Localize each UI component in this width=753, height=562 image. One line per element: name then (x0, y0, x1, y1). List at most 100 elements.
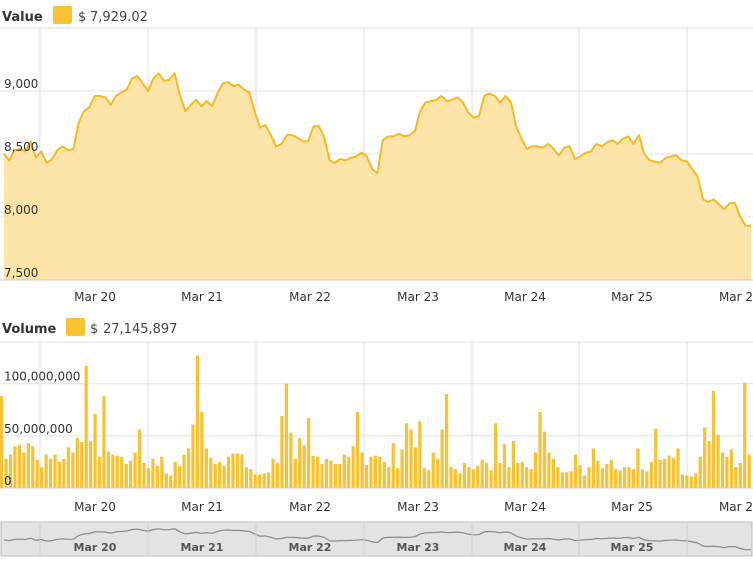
volume-bar (743, 382, 747, 488)
volume-legend[interactable]: Volume $ 27,145,897 (2, 318, 177, 337)
volume-bar (4, 458, 8, 488)
volume-bar (671, 457, 676, 488)
volume-bar (124, 464, 128, 488)
volume-bar (511, 441, 515, 488)
navigator[interactable]: Mar 20 Mar 21 Mar 22 Mar 23 Mar 24 Mar 25 (0, 521, 753, 557)
volume-bar (284, 383, 289, 488)
volume-y-tick-label: 50,000,000 (4, 422, 73, 436)
volume-bar (667, 455, 671, 488)
volume-bar (547, 452, 551, 488)
volume-bar (569, 471, 573, 488)
volume-bar (413, 447, 418, 488)
volume-bar (711, 391, 716, 488)
volume-bar (360, 452, 364, 488)
volume-bar (404, 423, 409, 488)
volume-legend-value: 27,145,897 (103, 322, 177, 337)
volume-bar (173, 461, 177, 488)
value-area (4, 73, 751, 281)
volume-bar (694, 473, 698, 488)
volume-bar (734, 467, 738, 488)
volume-bar (218, 461, 222, 488)
volume-bar (302, 445, 306, 488)
volume-bar (436, 458, 440, 488)
volume-bar (685, 475, 689, 488)
volume-bar (658, 459, 662, 488)
volume-bar (191, 424, 195, 488)
volume-bar (431, 452, 435, 488)
volume-bar (453, 469, 458, 488)
volume-bar (520, 461, 524, 488)
volume-bar (62, 458, 66, 488)
volume-bar (720, 452, 725, 488)
volume-bar (582, 475, 587, 488)
volume-bar (716, 434, 720, 488)
volume-bar (689, 476, 693, 488)
volume-bar (663, 458, 667, 488)
volume-bar (440, 429, 444, 488)
volume-bar (516, 463, 520, 488)
volume-bar (57, 461, 62, 488)
volume-bar (707, 441, 711, 488)
value-legend-value: 7,929.02 (90, 10, 148, 25)
volume-plot-area[interactable] (0, 341, 753, 489)
volume-bar (8, 454, 13, 488)
volume-legend-swatch (66, 318, 85, 336)
volume-bar (231, 453, 235, 488)
volume-bar (485, 463, 489, 488)
volume-bar (351, 446, 355, 488)
volume-bar (48, 458, 53, 488)
value-y-tick-label: 7,500 (4, 266, 38, 280)
volume-bar (22, 452, 26, 488)
volume-bar (347, 456, 351, 488)
volume-bar (75, 437, 79, 488)
navigator-track[interactable] (0, 521, 753, 557)
volume-bar (222, 466, 226, 488)
volume-bar (164, 473, 168, 488)
volume-bar (418, 421, 422, 488)
volume-bar (551, 458, 556, 488)
volume-x-tick-label: Mar 2 (719, 500, 753, 514)
volume-bar (578, 465, 582, 488)
volume-bar (369, 456, 373, 488)
volume-bar (84, 366, 88, 488)
volume-bar (498, 463, 502, 488)
volume-bar (565, 472, 569, 488)
volume-bar (226, 456, 231, 488)
volume-x-tick-label: Mar 21 (181, 500, 223, 514)
value-legend[interactable]: Value $ 7,929.02 (2, 6, 148, 25)
volume-bar (427, 470, 431, 488)
volume-bar (409, 429, 413, 488)
volume-x-axis: Mar 20 Mar 21 Mar 22 Mar 23 Mar 24 Mar 25 Mar … (74, 500, 753, 514)
volume-bar (373, 455, 378, 488)
volume-bar (422, 468, 426, 488)
volume-bar (609, 459, 613, 488)
volume-legend-title: Volume (2, 322, 57, 337)
volume-bar (115, 455, 119, 488)
volume-bar (129, 460, 133, 488)
volume-bar (676, 448, 680, 488)
volume-bar (636, 448, 640, 488)
volume-bar (204, 448, 208, 488)
volume-bar (146, 468, 151, 488)
volume-bar (71, 452, 75, 488)
volume-bar (160, 456, 164, 488)
value-x-tick-label: Mar 22 (289, 290, 331, 304)
volume-bar (355, 411, 360, 488)
volume-x-tick-label: Mar 20 (74, 500, 116, 514)
volume-bar (538, 411, 542, 488)
value-x-tick-label: Mar 23 (397, 290, 439, 304)
volume-bar (649, 461, 653, 488)
volume-bar (618, 470, 622, 488)
volume-x-tick-label: Mar 25 (611, 500, 653, 514)
volume-bar (627, 467, 631, 488)
volume-bar (195, 355, 200, 488)
volume-bar (186, 448, 191, 488)
value-plot-area[interactable] (0, 27, 753, 281)
volume-bar (275, 463, 280, 488)
volume-bar (307, 418, 311, 488)
volume-bar (654, 428, 658, 488)
volume-bar (600, 468, 604, 488)
volume-bar (280, 416, 284, 488)
volume-bar (622, 467, 627, 488)
volume-bar (213, 464, 217, 488)
